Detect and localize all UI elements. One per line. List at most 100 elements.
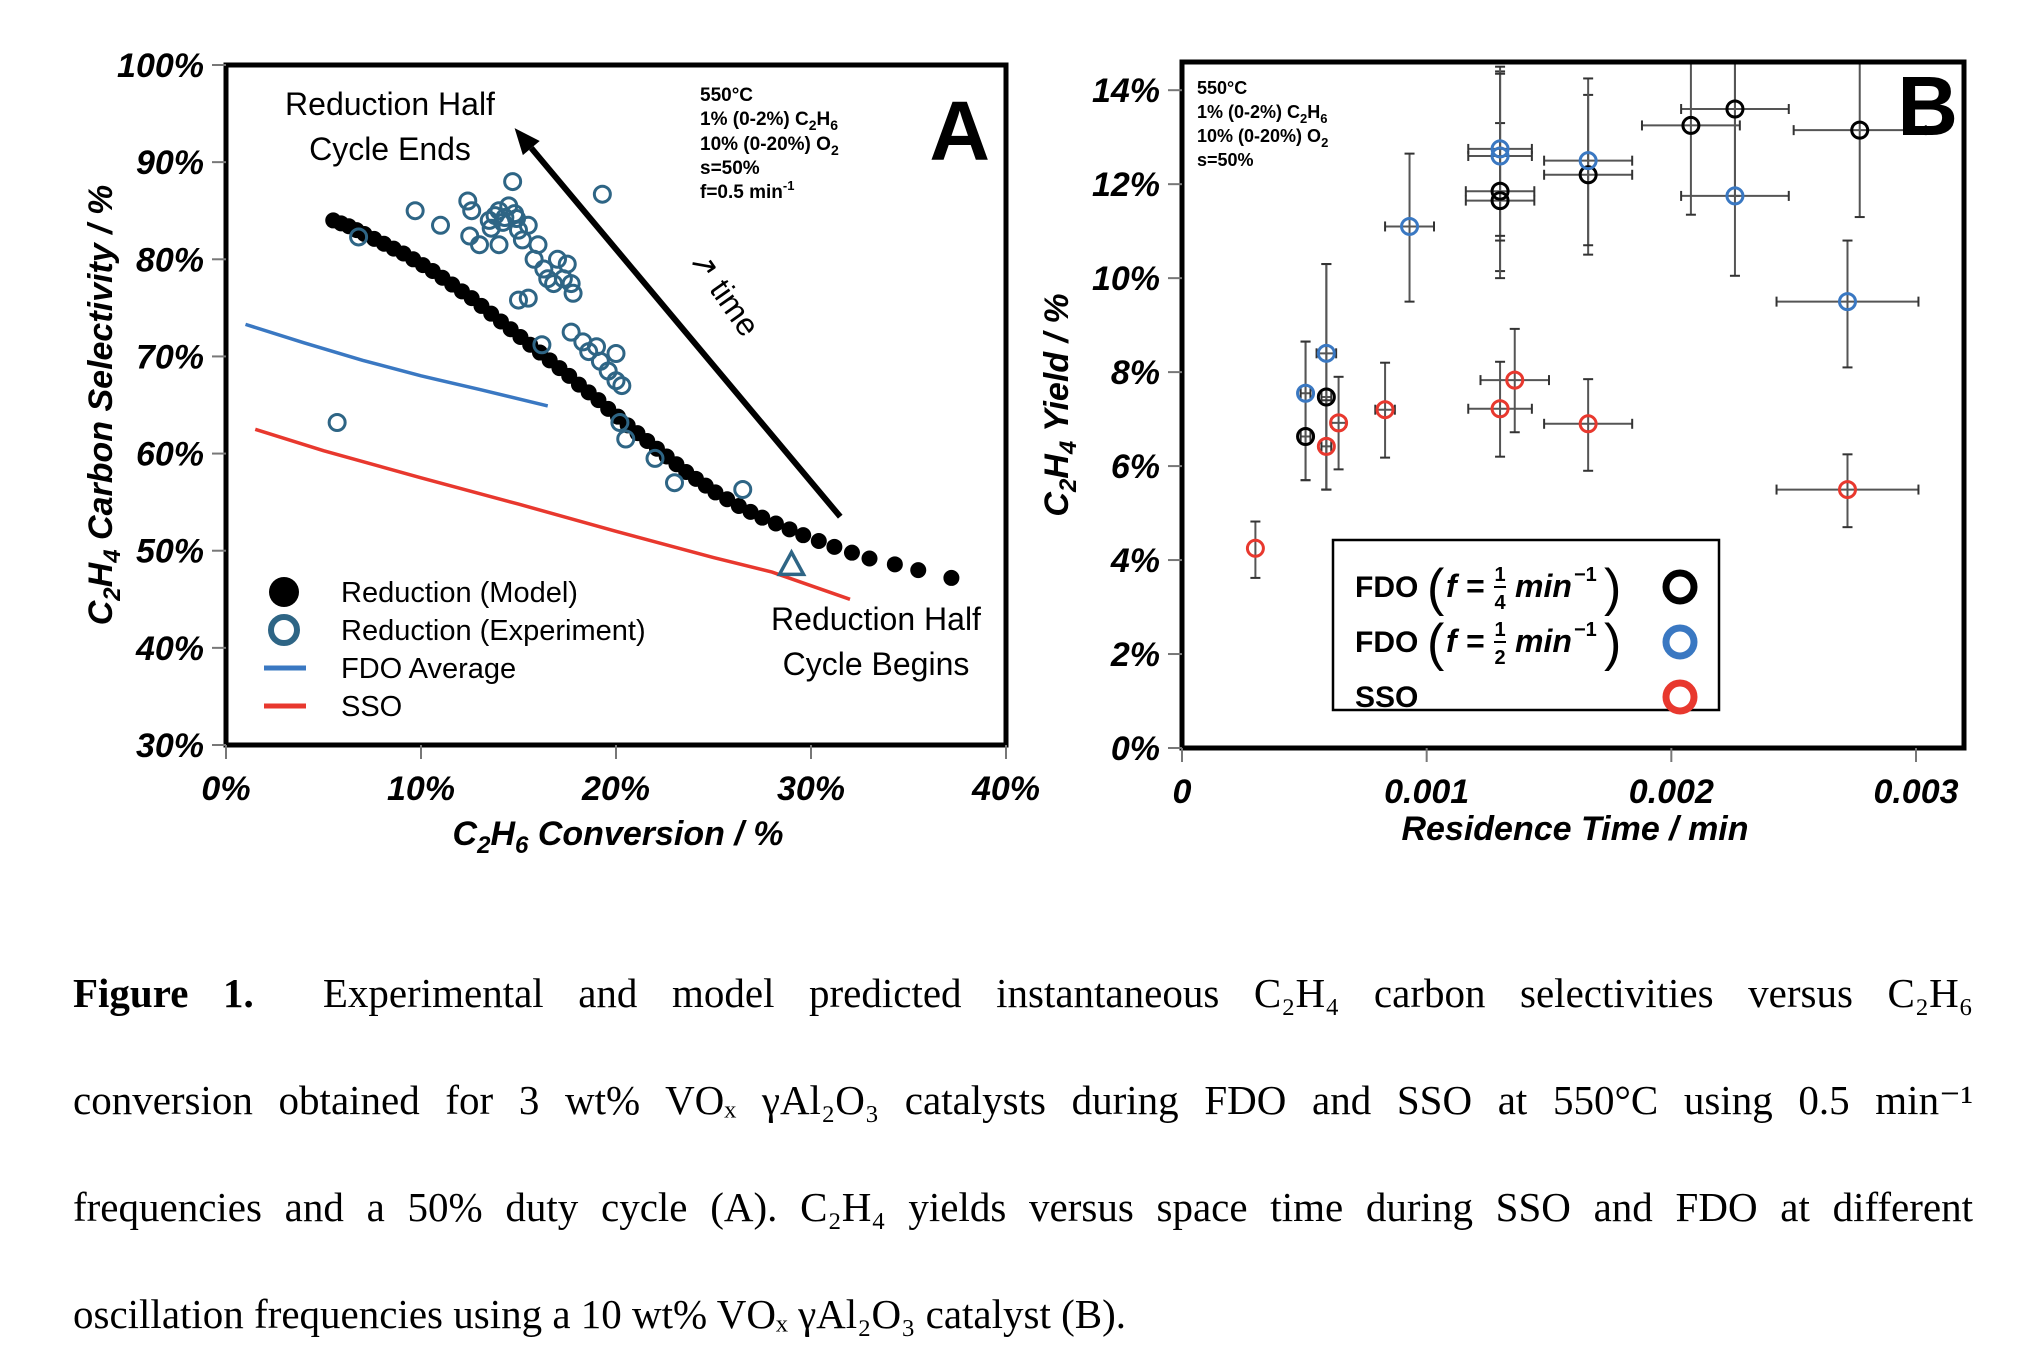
yield-point: [1490, 191, 1510, 211]
condition-f: f=0.5 min-1: [700, 178, 794, 203]
condition-oxygen: 10% (0-20%) O2: [700, 134, 839, 158]
model-point: [810, 533, 827, 549]
experiment-point: [561, 274, 581, 294]
experiment-point: [462, 201, 482, 221]
panel-a-label: A: [929, 84, 990, 178]
condition-temperature: 550°C: [1197, 78, 1247, 98]
y-tick-label: 50%: [136, 533, 204, 571]
annotation-begin-line1: Reduction Half: [771, 601, 981, 637]
experiment-start-triangle: [776, 548, 807, 577]
caption-line: frequencies and a 50% duty cycle (A). C₂…: [73, 1184, 1973, 1230]
experiment-point: [557, 254, 577, 274]
model-point: [781, 521, 798, 538]
yield-point: [1505, 370, 1525, 390]
experiment-point: [561, 322, 581, 342]
legend-marker: [1662, 624, 1698, 660]
experiment-point: [645, 448, 665, 468]
experiment-point: [534, 259, 554, 279]
y-tick-label: 60%: [136, 436, 204, 474]
y-tick-label: 40%: [135, 630, 204, 668]
condition-oxygen: 10% (0-20%) O2: [1197, 126, 1328, 150]
yield-point: [1681, 115, 1701, 135]
x-tick-label: 0: [1173, 773, 1192, 811]
legend-label: Reduction (Experiment): [341, 615, 646, 647]
condition-s: s=50%: [1197, 150, 1254, 170]
y-tick-label: 6%: [1111, 448, 1160, 486]
experiment-point: [610, 412, 630, 432]
legend-paren-open: (: [1427, 614, 1445, 672]
yield-point: [1578, 414, 1598, 434]
legend-paren-close: ): [1604, 559, 1621, 617]
caption-text: Experimental and model predicted instant…: [322, 970, 1973, 1016]
yield-point: [1725, 99, 1745, 119]
legend-marker: [1662, 679, 1698, 715]
legend-exp: −1: [1574, 619, 1597, 641]
annotation-begin-line2: Cycle Begins: [783, 646, 970, 682]
yield-point: [1850, 120, 1870, 140]
x-tick-label: 0.001: [1384, 773, 1469, 811]
experiment-point: [733, 480, 753, 500]
panel-a-conditions: 550°C 1% (0-2%) C2H6 10% (0-20%) O2 s=50…: [700, 85, 839, 203]
experiment-point: [612, 376, 632, 396]
legend-paren-open: (: [1427, 559, 1445, 617]
figure: 30%40%50%60%70%80%90%100%0% 10% 20% 30% 40% …: [82, 47, 1967, 859]
y-tick-label: 14%: [1092, 72, 1160, 110]
yield-point: [1490, 139, 1510, 159]
experiment-point: [405, 201, 425, 221]
legend-label: Reduction (Model): [341, 577, 578, 609]
legend-label: SSO: [1355, 681, 1418, 714]
x-tick-label: 10%: [387, 770, 455, 808]
model-point: [886, 556, 903, 573]
yield-point: [1837, 292, 1857, 312]
experiment-point: [606, 344, 626, 364]
experiment-point: [563, 283, 583, 303]
legend-marker: [1662, 569, 1698, 605]
yield-point: [1725, 186, 1745, 206]
experiment-point: [460, 226, 480, 246]
panel-b-conditions: 550°C 1% (0-2%) C2H6 10% (0-20%) O2 s=50…: [1197, 78, 1328, 170]
fdo-average-line: [244, 322, 549, 408]
condition-s: s=50%: [700, 158, 760, 179]
x-tick-label: 0.002: [1629, 773, 1714, 811]
experiment-point: [548, 249, 567, 269]
annotation-end-line1: Reduction Half: [285, 86, 495, 122]
legend-frac-num: 1: [1494, 564, 1505, 586]
experiment-point: [509, 290, 528, 310]
model-point: [707, 484, 724, 501]
model-point: [754, 509, 771, 526]
legend-marker-model: [269, 577, 299, 607]
panel-b-y-axis-title: C2H4 Yield / %: [1038, 293, 1082, 516]
yield-point: [1375, 400, 1395, 420]
experiment-point: [616, 429, 636, 449]
experiment-point: [592, 184, 612, 204]
panel-b-axes: 0% 2% 4% 6% 8% 10% 12% 14% 0 0.001 0.002 0.003: [1092, 72, 1959, 811]
experiment-point: [518, 288, 538, 308]
panel-a-x-axis-title: C2H6 Conversion / %: [453, 815, 784, 859]
legend-f: f =: [1446, 623, 1484, 659]
experiment-point: [489, 235, 509, 255]
y-tick-label: 0%: [1111, 730, 1160, 768]
experiment-point: [532, 335, 552, 355]
yield-point: [1400, 216, 1420, 236]
annotation-time: ↗ time: [682, 243, 767, 342]
x-tick-label: 20%: [581, 770, 650, 808]
experiment-point: [507, 208, 527, 228]
panel-b: 0% 2% 4% 6% 8% 10% 12% 14% 0 0.001 0.002 0.003 B 55…: [1038, 59, 1967, 848]
time-arrow-head: [514, 128, 540, 156]
yield-point: [1329, 413, 1349, 433]
sso-line: [254, 427, 851, 601]
experiment-point: [470, 235, 489, 255]
experiment-point: [544, 274, 564, 294]
experiment-point: [349, 227, 369, 247]
yield-point: [1316, 436, 1336, 456]
model-point: [795, 527, 812, 544]
yield-point: [1490, 399, 1510, 419]
legend-frac-num: 1: [1494, 619, 1505, 641]
panel-a: 30%40%50%60%70%80%90%100%0% 10% 20% 30% 40% …: [82, 47, 1040, 859]
y-tick-label: 12%: [1092, 166, 1160, 204]
y-tick-label: 8%: [1111, 354, 1160, 392]
panel-a-axes: 30% 40% 50% 60% 70% 80% 90% 100% 0% 10% 20% 30% 40%: [117, 47, 1040, 808]
model-point: [826, 538, 843, 555]
legend-label: FDO: [1355, 571, 1418, 604]
experiment-point: [509, 220, 528, 240]
